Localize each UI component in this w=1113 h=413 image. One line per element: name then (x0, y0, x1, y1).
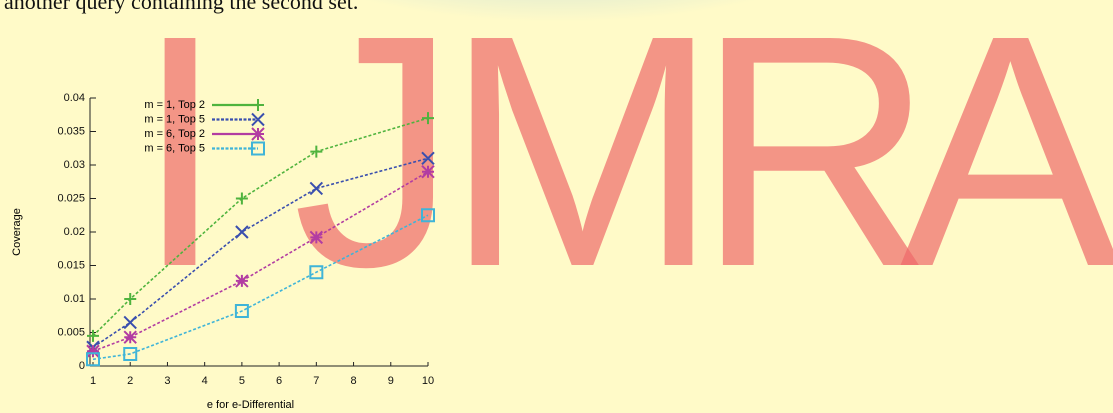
x-axis-label: e for e-Differential (207, 399, 294, 411)
watermark-letter: I (134, 0, 226, 335)
legend-label: m = 1, Top 5 (144, 113, 205, 125)
x-tick-label: 4 (202, 375, 208, 387)
y-tick-label: 0 (79, 360, 85, 372)
marker (422, 166, 434, 178)
y-tick-label: 0.03 (64, 159, 85, 171)
legend-label: m = 6, Top 5 (144, 142, 205, 154)
legend-label: m = 1, Top 2 (144, 99, 205, 111)
y-tick-label: 0.035 (57, 125, 85, 137)
x-tick-label: 6 (276, 375, 282, 387)
y-tick-label: 0.02 (64, 226, 85, 238)
y-axis-label: Coverage (11, 208, 23, 256)
marker (236, 275, 248, 287)
y-tick-label: 0.04 (64, 92, 85, 104)
watermark-letter: A (900, 0, 1113, 335)
y-tick-label: 0.005 (57, 326, 85, 338)
body-text: another query containing the second set. (4, 0, 358, 14)
watermark-letter: M (445, 0, 720, 335)
page: IJMRA another query containing the secon… (0, 0, 1113, 413)
y-tick-label: 0.015 (57, 259, 85, 271)
marker (124, 331, 136, 343)
marker (310, 231, 322, 243)
x-tick-label: 8 (350, 375, 356, 387)
x-tick-label: 1 (90, 375, 96, 387)
x-tick-label: 9 (388, 375, 394, 387)
marker (252, 128, 264, 140)
x-tick-label: 5 (239, 375, 245, 387)
x-tick-label: 7 (313, 375, 319, 387)
x-tick-label: 10 (422, 375, 434, 387)
x-tick-label: 2 (127, 375, 133, 387)
legend-label: m = 6, Top 2 (144, 128, 205, 140)
watermark-letter: R (696, 0, 934, 335)
y-tick-label: 0.025 (57, 192, 85, 204)
marker (87, 345, 99, 357)
y-tick-label: 0.01 (64, 293, 85, 305)
x-tick-label: 3 (164, 375, 170, 387)
